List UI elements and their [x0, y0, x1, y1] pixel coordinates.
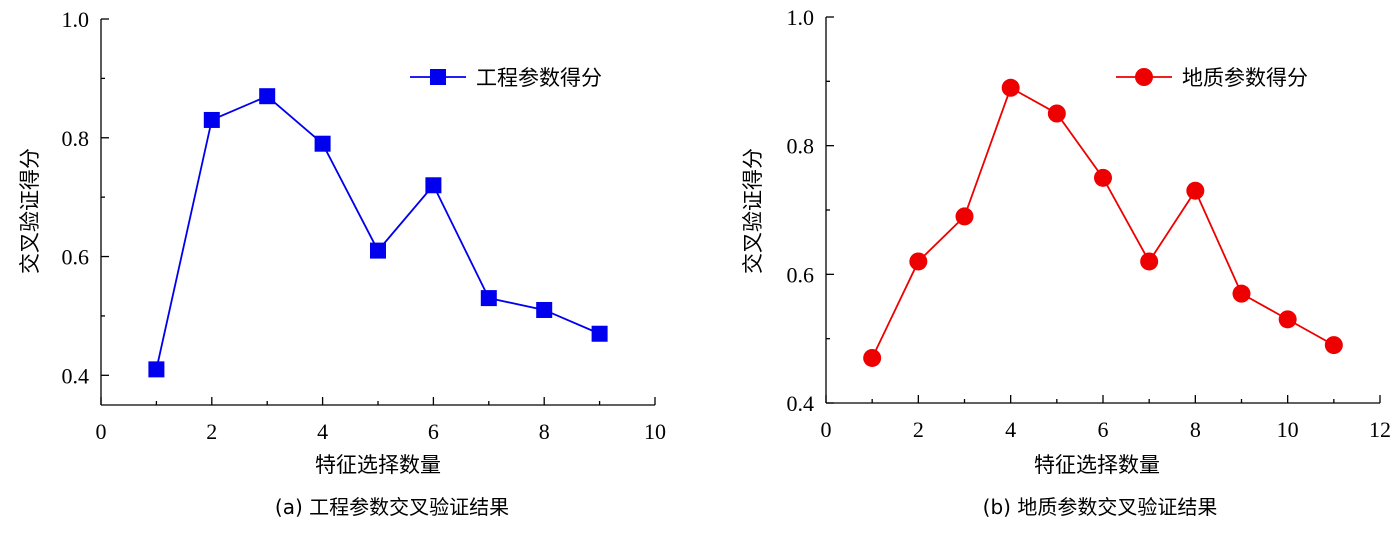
chart-b-data-point: [1001, 78, 1020, 97]
chart-b-data-point: [1232, 284, 1251, 303]
chart-b-data-point: [863, 348, 882, 367]
chart-a-y-tick-label: 0.6: [62, 245, 90, 270]
chart-a-data-point: [203, 111, 220, 128]
chart-b-data-point: [1324, 336, 1343, 355]
chart-b-x-tick-label: 8: [1190, 417, 1201, 442]
chart-a-data-point: [480, 290, 497, 307]
chart-b-x-tick-label: 12: [1369, 417, 1391, 442]
chart-b-x-tick-label: 4: [1005, 417, 1016, 442]
chart-a-legend-label: 工程参数得分: [476, 66, 602, 90]
chart-b-y-tick-label: 0.6: [787, 262, 815, 287]
chart-b-y-tick-label: 1.0: [787, 5, 815, 30]
chart-b-data-point: [1278, 310, 1297, 329]
chart-b-ylabel: 交叉验证得分: [741, 148, 765, 274]
chart-a-y-tick-label: 0.4: [62, 363, 90, 388]
chart-a-xlabel: 特征选择数量: [315, 453, 441, 477]
chart-b-x-tick-label: 0: [821, 417, 832, 442]
chart-a-caption: (a) 工程参数交叉验证结果: [275, 495, 509, 519]
chart-a-ylabel: 交叉验证得分: [18, 148, 42, 274]
chart-a-x-tick-label: 2: [206, 419, 217, 444]
chart-a-data-point: [370, 242, 386, 259]
chart-b-legend-label: 地质参数得分: [1182, 66, 1308, 90]
chart-a-data-point: [536, 301, 553, 318]
chart-b-caption: (b) 地质参数交叉验证结果: [983, 495, 1218, 519]
chart-b: 特征选择数量 交叉验证得分 (b) 地质参数交叉验证结果 0 2 4 6 8 10 12 0.…: [741, 5, 1391, 519]
chart-b-y-tick-label: 0.8: [787, 134, 815, 159]
chart-a-x-tick-label: 4: [317, 419, 328, 444]
chart-b-x-tick-label: 10: [1277, 417, 1299, 442]
chart-a-data-point: [259, 88, 276, 105]
chart-a-x-tick-label: 0: [96, 419, 107, 444]
chart-b-xlabel: 特征选择数量: [1034, 453, 1160, 477]
chart-a-data-point: [314, 135, 331, 152]
chart-a-x-tick-label: 10: [644, 419, 666, 444]
chart-a-data-point: [425, 177, 442, 194]
chart-a-y-tick-label: 1.0: [62, 7, 90, 32]
chart-b-y-tick-label: 0.4: [787, 391, 815, 416]
chart-b-series-line: [871, 86, 1335, 359]
chart-b-data-point: [1186, 181, 1205, 200]
chart-b-data-point: [1140, 252, 1159, 271]
chart-a-data-point: [148, 361, 165, 378]
chart-b-x-tick-label: 2: [913, 417, 924, 442]
chart-b-data-point: [909, 252, 928, 271]
chart-a-y-tick-label: 0.8: [62, 126, 90, 151]
chart-b-data-point: [955, 207, 974, 226]
chart-a-legend-marker: [430, 69, 446, 85]
chart-a-series-line: [155, 95, 600, 370]
chart-a: 特征选择数量 交叉验证得分 (a) 工程参数交叉验证结果 0 2 4 6 8 10 0.4 0…: [18, 7, 666, 519]
chart-a-x-tick-label: 6: [428, 419, 439, 444]
chart-a-data-point: [591, 325, 608, 342]
chart-b-data-point: [1047, 104, 1066, 123]
chart-b-data-point: [1094, 168, 1112, 187]
chart-b-legend-marker: [1135, 68, 1153, 86]
chart-a-x-tick-label: 8: [539, 419, 550, 444]
chart-b-x-tick-label: 6: [1098, 417, 1109, 442]
